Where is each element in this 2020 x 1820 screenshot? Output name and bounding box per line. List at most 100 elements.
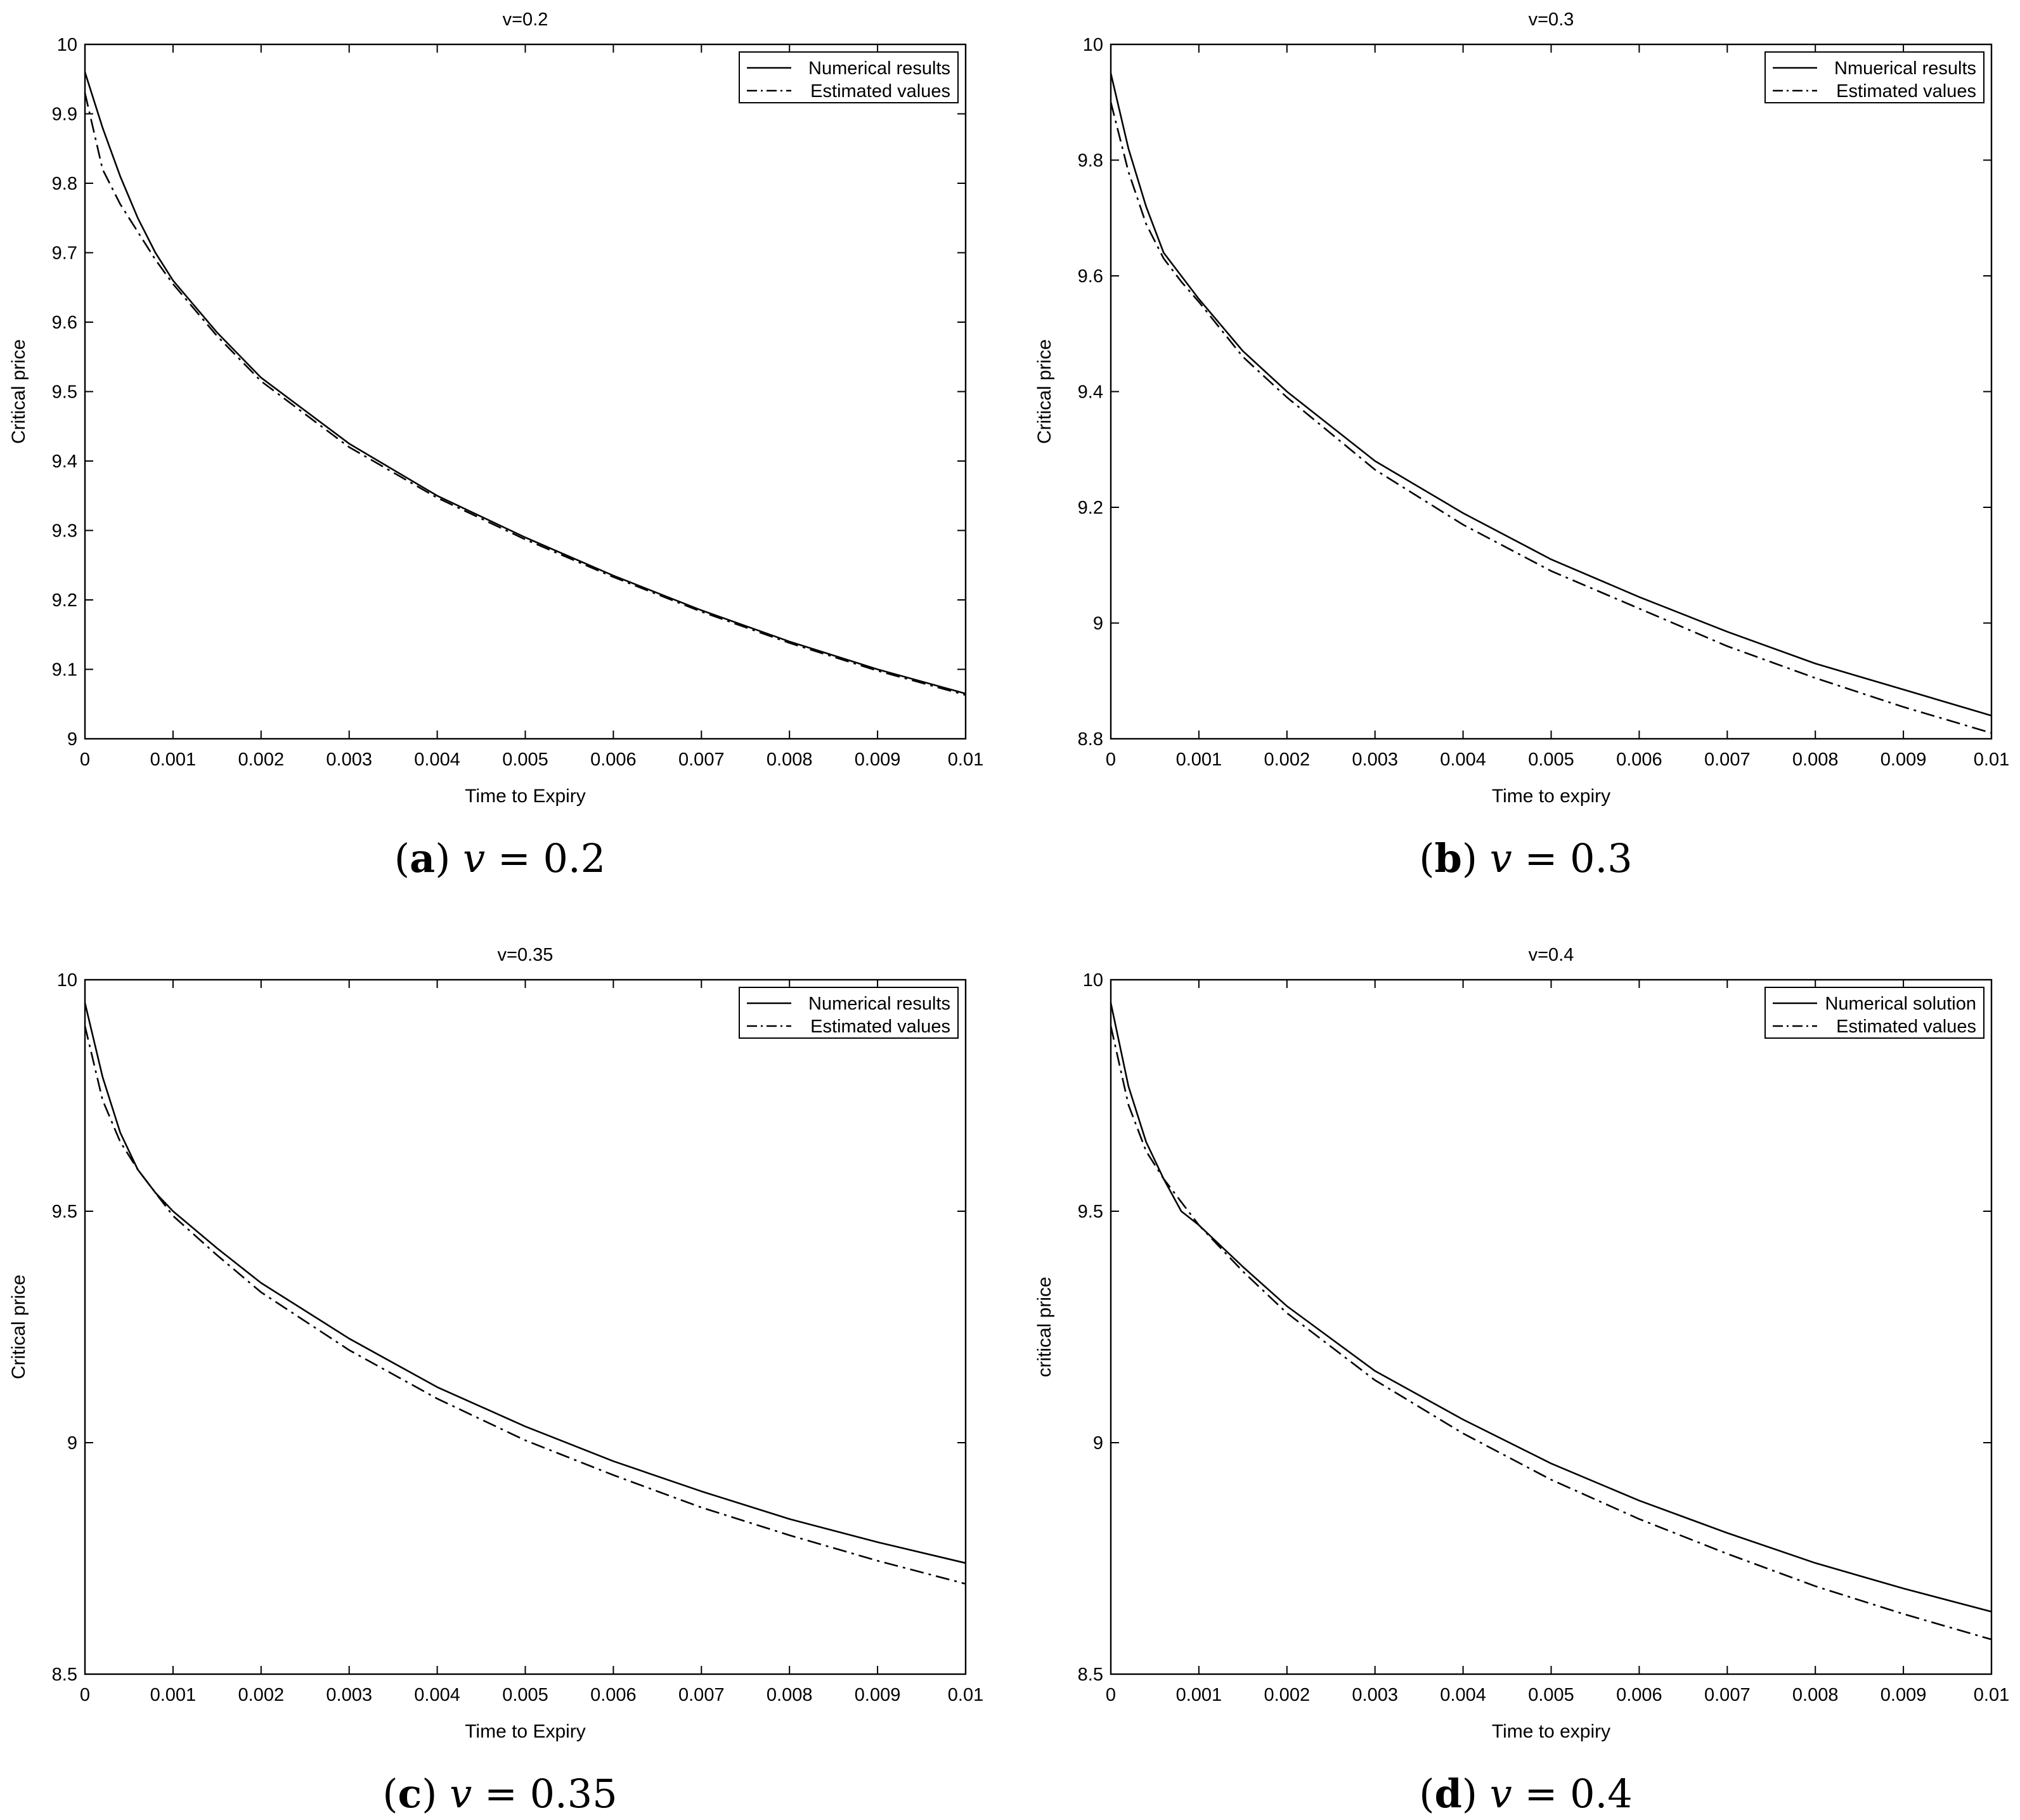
caption-variable: v	[450, 1771, 472, 1817]
x-tick-label: 0.008	[767, 1685, 813, 1705]
x-tick-label: 0.002	[238, 1685, 285, 1705]
caption-variable: v	[1490, 835, 1512, 881]
chart-title: v=0.4	[1529, 945, 1574, 965]
x-tick-label: 0.007	[678, 1685, 725, 1705]
x-tick-label: 0	[1106, 1685, 1116, 1705]
x-tick-label: 0.009	[1881, 750, 1927, 770]
caption-letter: a	[410, 835, 435, 881]
y-tick-label: 9.2	[52, 590, 77, 611]
panel-caption: (c) v = 0.35	[382, 1771, 617, 1817]
x-tick-label: 0.009	[1881, 1685, 1927, 1705]
chart-title: v=0.2	[503, 10, 548, 30]
x-tick-label: 0.001	[1176, 1685, 1222, 1705]
y-tick-label: 9	[1093, 614, 1103, 634]
y-tick-label: 9.8	[52, 174, 77, 194]
x-tick-label: 0.006	[590, 750, 637, 770]
x-tick-label: 0.005	[1528, 750, 1574, 770]
y-tick-label: 10	[1083, 35, 1103, 55]
x-tick-label: 0	[1106, 750, 1116, 770]
y-tick-label: 9	[67, 1433, 77, 1453]
plot-frame	[1110, 43, 1993, 740]
x-tick-label: 0.009	[855, 750, 901, 770]
legend: Numerical solution Estimated values	[1764, 987, 1984, 1039]
legend-label: Nmuerical results	[1834, 58, 1976, 79]
y-axis-label: critical price	[1034, 1277, 1055, 1377]
y-tick-label: 9.5	[52, 1202, 77, 1222]
x-tick-label: 0.004	[1440, 1685, 1486, 1705]
caption-letter: d	[1434, 1771, 1461, 1817]
x-tick-label: 0.001	[150, 1685, 197, 1705]
x-axis-label: Time to Expiry	[465, 786, 586, 807]
caption-value: 0.35	[530, 1771, 618, 1817]
x-tick-label: 0.008	[1792, 1685, 1839, 1705]
caption-value: 0.2	[543, 835, 606, 881]
y-tick-label: 8.8	[1078, 729, 1103, 750]
series-line-1	[84, 72, 966, 695]
x-tick-label: 0.01	[948, 1685, 983, 1705]
series-line-2	[84, 93, 966, 696]
legend-box	[739, 51, 959, 103]
legend-label: Numerical solution	[1825, 994, 1976, 1014]
x-tick-label: 0.007	[1704, 750, 1751, 770]
series-line-2	[1110, 1025, 1992, 1641]
y-tick-label: 9	[67, 729, 77, 750]
panel-caption: (d) v = 0.4	[1419, 1771, 1632, 1817]
chart-title: v=0.3	[1529, 10, 1574, 30]
y-tick-label: 8.5	[52, 1665, 77, 1685]
legend-label: Numerical results	[808, 58, 950, 79]
caption-value: 0.4	[1570, 1771, 1633, 1817]
y-tick-label: 9.9	[52, 105, 77, 125]
legend-box	[1764, 51, 1984, 103]
chart-panel-d: v=0.4 0 0.001 0.002 0.003 0.004 0.005 0.006 0.00…	[1034, 945, 2009, 1817]
panel-caption: (a) v = 0.2	[394, 835, 605, 881]
chart-title: v=0.35	[498, 945, 554, 965]
plot-frame	[84, 978, 967, 1675]
series-line-1	[1110, 1003, 1992, 1613]
chart-panel-a: v=0.2 0 0.001 0.002 0.003 0.004 0.005 0.006 0.00…	[8, 10, 983, 881]
chart-panel-c: v=0.35 0 0.001 0.002 0.003 0.004 0.005 0.006 0.0…	[8, 945, 983, 1817]
y-axis-label: Critical price	[8, 1275, 29, 1379]
x-axis-label: Time to expiry	[1492, 1721, 1610, 1742]
x-axis-label: Time to expiry	[1492, 786, 1610, 807]
caption-letter: b	[1434, 835, 1461, 881]
caption-variable: v	[463, 835, 485, 881]
x-tick-label: 0.01	[948, 750, 983, 770]
x-tick-label: 0.005	[1528, 1685, 1574, 1705]
series-line-2	[1110, 101, 1992, 734]
plot-frame	[84, 43, 967, 740]
y-tick-label: 9.3	[52, 521, 77, 542]
panel-caption: (b) v = 0.3	[1419, 835, 1632, 881]
y-tick-label: 9.5	[1078, 1202, 1103, 1222]
plot-frame	[1110, 978, 1993, 1675]
y-tick-label: 10	[57, 970, 77, 991]
x-tick-label: 0.007	[1704, 1685, 1751, 1705]
x-tick-label: 0.01	[1974, 1685, 2009, 1705]
x-tick-label: 0.004	[414, 750, 460, 770]
legend-label: Estimated values	[1836, 81, 1976, 101]
x-tick-label: 0.005	[502, 750, 548, 770]
legend-label: Estimated values	[810, 81, 950, 101]
legend-box	[739, 987, 959, 1039]
x-tick-label: 0.003	[326, 1685, 372, 1705]
y-tick-label: 9.7	[52, 244, 77, 264]
caption-value: 0.3	[1570, 835, 1633, 881]
y-tick-label: 9.4	[1078, 382, 1103, 403]
x-tick-label: 0.006	[1616, 750, 1662, 770]
y-tick-label: 9.8	[1078, 151, 1103, 171]
series-line-1	[84, 1003, 966, 1564]
x-tick-label: 0.002	[1264, 750, 1311, 770]
x-tick-label: 0	[80, 1685, 90, 1705]
x-tick-label: 0.002	[1264, 1685, 1311, 1705]
y-tick-label: 9.6	[1078, 266, 1103, 287]
x-tick-label: 0.008	[767, 750, 813, 770]
x-tick-label: 0.003	[326, 750, 372, 770]
x-tick-label: 0.001	[1176, 750, 1222, 770]
legend-label: Numerical results	[808, 994, 950, 1014]
x-tick-label: 0.008	[1792, 750, 1839, 770]
x-tick-label: 0.006	[590, 1685, 637, 1705]
y-tick-label: 9.5	[52, 382, 77, 403]
